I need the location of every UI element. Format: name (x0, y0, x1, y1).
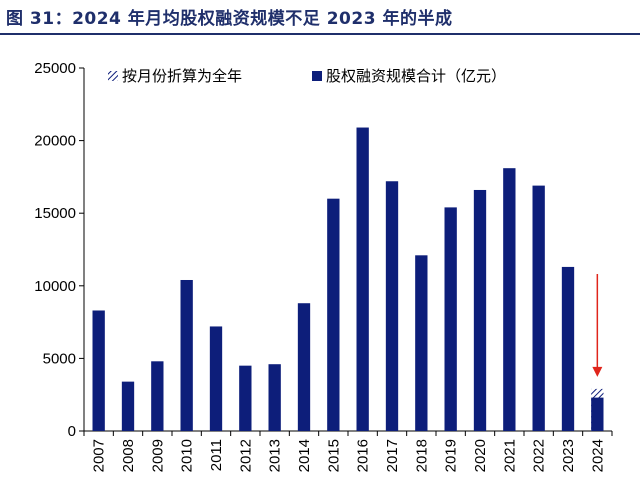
data-bar (239, 365, 252, 431)
annotation (592, 274, 603, 377)
data-bar (415, 255, 428, 431)
x-tick-label: 2010 (179, 439, 196, 472)
y-tick-label: 15000 (34, 205, 76, 222)
data-bar (591, 397, 604, 431)
data-bar (356, 127, 369, 432)
x-tick-label: 2007 (91, 439, 108, 472)
data-bar (385, 181, 399, 431)
x-tick-label: 2016 (355, 439, 372, 472)
data-bar (503, 168, 516, 432)
data-bar (151, 361, 164, 431)
data-bar (473, 189, 487, 431)
arrow-head (592, 366, 603, 377)
x-tick-label: 2020 (472, 439, 489, 472)
legend-label-projected: 按月份折算为全年 (122, 67, 242, 85)
data-bar (209, 326, 223, 431)
x-tick-label: 2017 (384, 439, 401, 472)
x-tick-label: 2009 (149, 439, 166, 472)
x-tick-label: 2019 (443, 439, 460, 472)
x-tick-label: 2008 (120, 439, 137, 472)
data-bar (444, 207, 457, 431)
y-tick-label: 25000 (34, 60, 76, 77)
data-bar (297, 303, 311, 431)
data-bar (268, 364, 281, 431)
title-divider (0, 33, 640, 35)
data-bar (92, 310, 105, 431)
y-tick-label: 10000 (34, 278, 76, 295)
x-tick-label: 2011 (208, 439, 225, 471)
x-tick-label: 2021 (501, 439, 518, 472)
x-tick-label: 2018 (413, 439, 430, 472)
x-tick-label: 2024 (589, 439, 606, 472)
data-bar (327, 198, 340, 431)
legend: 按月份折算为全年 股权融资规模合计（亿元） (108, 67, 506, 85)
legend-swatch-projected (108, 71, 118, 81)
x-axis: 2007 2008 2009 2010 2011 2012 2013 2014 2015 2016… (83, 430, 613, 472)
data-bar (180, 279, 193, 431)
legend-label-main: 股权融资规模合计（亿元） (326, 67, 506, 85)
y-tick-label: 5000 (43, 350, 76, 367)
bars (92, 127, 604, 432)
data-bar (561, 266, 575, 431)
data-bar (532, 185, 545, 431)
x-tick-label: 2023 (560, 439, 577, 472)
data-bar (121, 381, 135, 431)
x-tick-label: 2014 (296, 439, 313, 472)
y-tick-label: 20000 (34, 133, 76, 150)
y-tick-label: 0 (68, 423, 76, 440)
x-tick-label: 2012 (237, 439, 254, 472)
title-bar: 图 31：2024 年月均股权融资规模不足 2023 年的半成 (0, 0, 640, 35)
x-tick-label: 2015 (325, 439, 342, 472)
y-axis: 0 5000 10000 15000 20000 25000 (34, 60, 85, 440)
x-tick-label: 2022 (531, 439, 548, 472)
x-tick-label: 2013 (267, 439, 284, 472)
chart-title: 图 31：2024 年月均股权融资规模不足 2023 年的半成 (6, 9, 453, 29)
legend-swatch-main (312, 71, 322, 81)
